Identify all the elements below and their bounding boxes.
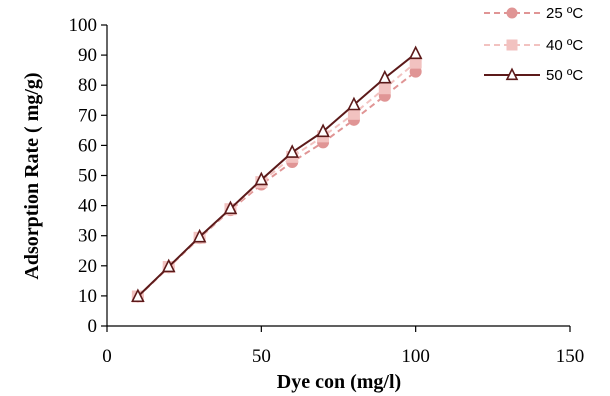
- legend-item-3: 50 ºC: [484, 67, 583, 84]
- legend-item-2: 40 ºC: [484, 37, 583, 54]
- legend-label: 40 ºC: [546, 37, 583, 54]
- y-tick-label: 50: [78, 166, 97, 187]
- series-line: [137, 61, 417, 298]
- series-3: [131, 45, 423, 303]
- data-point: [161, 258, 176, 273]
- y-tick-label: 10: [78, 286, 97, 307]
- y-tick-label: 40: [78, 196, 97, 217]
- series-1: [131, 65, 422, 303]
- data-point: [131, 288, 145, 303]
- legend-marker: [505, 67, 519, 81]
- data-point: [192, 228, 207, 243]
- series-line: [137, 70, 417, 298]
- data-point: [285, 144, 299, 158]
- data-point: [316, 123, 330, 138]
- series-2: [131, 56, 422, 303]
- axes: 0 10 20 30 40 50 60 70 80 90 100 0 50 100 150: [69, 15, 585, 367]
- x-tick-label: 50: [252, 346, 271, 367]
- legend: 25 ºC 40 ºC 50 ºC: [484, 5, 583, 84]
- y-tick-label: 70: [78, 105, 97, 126]
- series-layer: [131, 45, 423, 303]
- y-axis-title: Adsorption Rate ( mg/g): [21, 72, 43, 279]
- data-point: [408, 45, 423, 60]
- data-point: [378, 82, 391, 95]
- y-tick-label: 0: [88, 316, 98, 337]
- series-line: [137, 52, 417, 298]
- legend-marker: [506, 7, 518, 19]
- y-tick-label: 30: [78, 226, 97, 247]
- y-tick-label: 100: [69, 15, 98, 36]
- x-tick-label: 0: [102, 346, 112, 367]
- y-tick-label: 60: [78, 135, 97, 156]
- data-point: [223, 200, 238, 215]
- y-tick-label: 80: [78, 75, 97, 96]
- x-tick-label: 100: [401, 346, 430, 367]
- legend-label: 25 ºC: [546, 5, 583, 22]
- legend-item-1: 25 ºC: [484, 5, 583, 22]
- legend-label: 50 ºC: [546, 67, 583, 84]
- data-point: [347, 96, 361, 111]
- data-point: [254, 171, 269, 186]
- data-point: [378, 69, 392, 84]
- legend-marker: [506, 39, 518, 51]
- y-tick-label: 20: [78, 256, 97, 277]
- x-axis-title: Dye con (mg/l): [277, 371, 401, 393]
- x-tick-label: 150: [556, 346, 585, 367]
- y-tick-label: 90: [78, 45, 97, 66]
